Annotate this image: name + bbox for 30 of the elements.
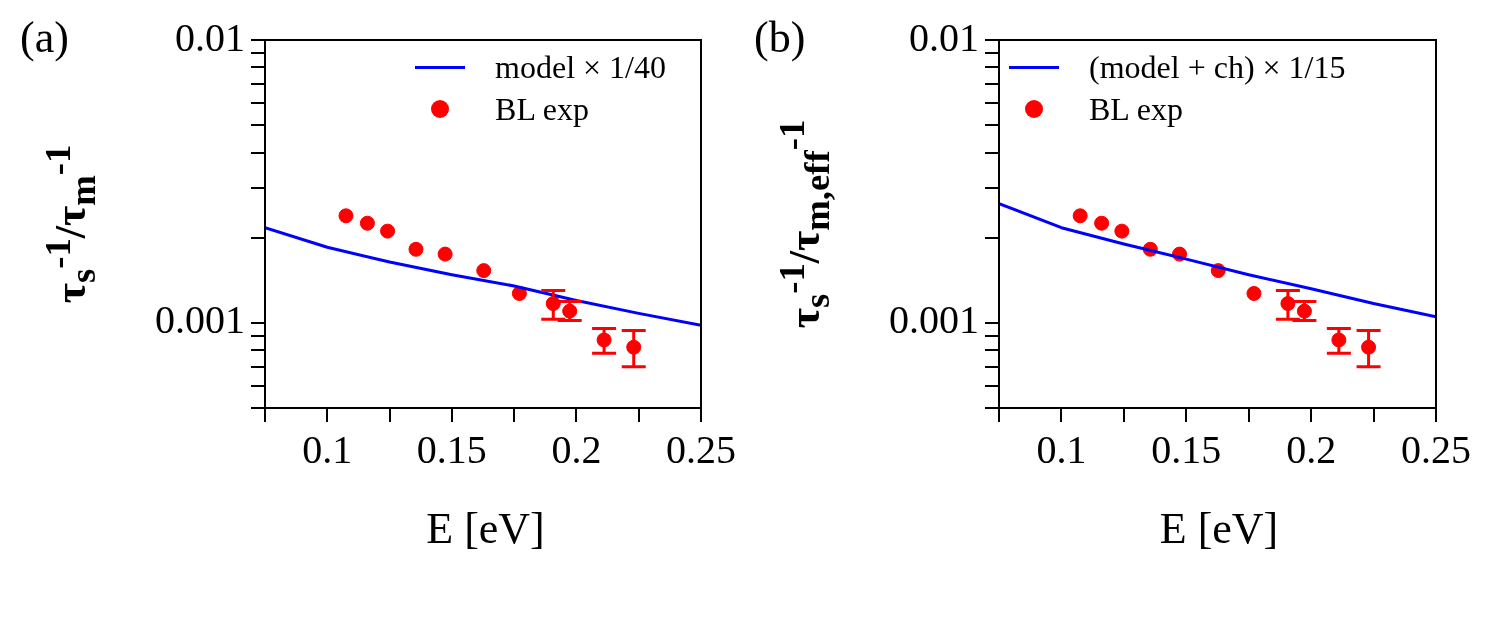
y-tick-label: 0.01 xyxy=(909,14,979,60)
y-tick-label: 0.001 xyxy=(889,297,979,343)
point xyxy=(359,215,375,231)
legend-label: BL exp xyxy=(495,90,589,128)
y-tick-label: 0.001 xyxy=(155,297,245,343)
point xyxy=(408,241,424,257)
point xyxy=(1246,285,1262,301)
x-tick-label: 0.25 xyxy=(666,426,736,472)
point xyxy=(476,263,492,279)
x-axis-title: E [eV] xyxy=(1159,502,1279,554)
y-tick-label: 0.01 xyxy=(175,14,245,60)
x-axis-title: E [eV] xyxy=(426,502,545,554)
point xyxy=(380,223,396,239)
chart-title: (a) xyxy=(20,12,69,63)
x-tick-label: 0.2 xyxy=(1286,426,1337,472)
x-tick-label: 0.1 xyxy=(1036,426,1087,472)
point xyxy=(437,246,453,262)
chart-title: (b) xyxy=(754,12,806,63)
x-tick-label: 0.15 xyxy=(1151,426,1222,472)
x-tick-label: 0.25 xyxy=(1401,426,1471,472)
point xyxy=(1094,215,1110,231)
x-tick-label: 0.2 xyxy=(551,426,602,472)
point xyxy=(1072,208,1088,224)
x-tick-label: 0.1 xyxy=(302,426,353,472)
legend-label: (model + ch) × 1/15 xyxy=(1089,48,1346,86)
point xyxy=(1114,223,1130,239)
x-tick-label: 0.15 xyxy=(416,426,487,472)
legend-label: BL exp xyxy=(1089,90,1183,128)
point xyxy=(338,208,354,224)
legend-label: model × 1/40 xyxy=(495,48,666,86)
